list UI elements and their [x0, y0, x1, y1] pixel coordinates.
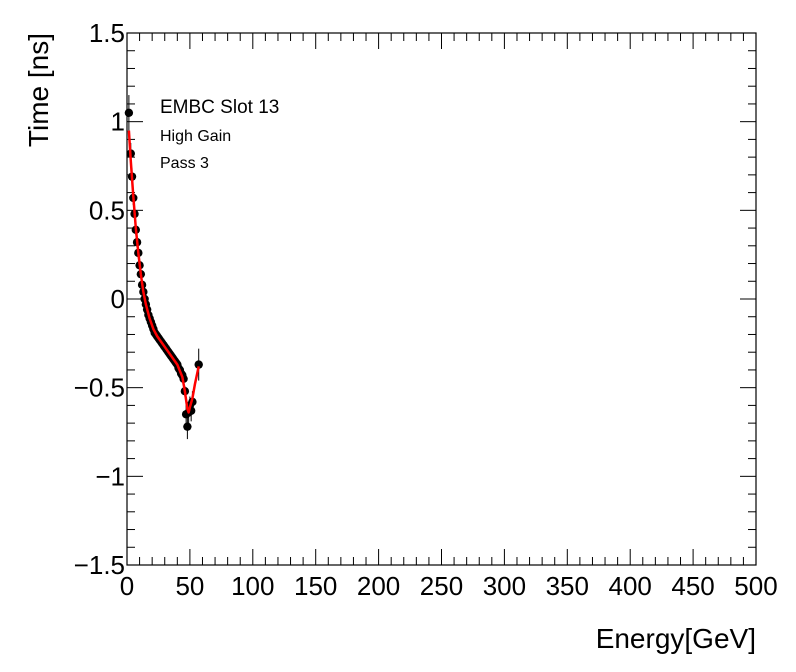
x-tick-label: 50 [175, 571, 204, 601]
x-tick-label: 200 [357, 571, 400, 601]
x-tick-label: 150 [294, 571, 337, 601]
x-tick-label: 400 [609, 571, 652, 601]
data-point [124, 108, 134, 118]
y-tick-label: 1.5 [89, 18, 125, 48]
data-point [183, 422, 192, 431]
annotation-pass: Pass 3 [160, 155, 209, 172]
y-tick-label: −1 [95, 461, 125, 491]
y-tick-label: 1 [111, 107, 125, 137]
y-tick-label: −0.5 [74, 373, 125, 403]
x-tick-label: 450 [671, 571, 714, 601]
y-tick-label: 0.5 [89, 195, 125, 225]
x-tick-label: 500 [734, 571, 777, 601]
y-axis-title: Time [ns] [23, 33, 54, 147]
x-tick-label: 100 [231, 571, 274, 601]
annotation-detector: EMBC Slot 13 [160, 97, 279, 118]
annotation-gain: High Gain [160, 128, 231, 145]
x-tick-label: 350 [546, 571, 589, 601]
tick-labels: 0 50 100 150 200 250 300 350 400 450 500 −1.5 −1 −0.5… [74, 18, 778, 601]
x-axis-title: Energy[GeV] [596, 623, 756, 654]
y-tick-label: −1.5 [74, 550, 125, 580]
series-layer [124, 95, 203, 440]
x-tick-label: 300 [483, 571, 526, 601]
x-tick-label: 0 [120, 571, 134, 601]
data-point [194, 360, 203, 369]
plot-frame [126, 32, 757, 566]
y-tick-label: 0 [111, 284, 125, 314]
x-tick-label: 250 [420, 571, 463, 601]
fit-line [127, 130, 200, 414]
